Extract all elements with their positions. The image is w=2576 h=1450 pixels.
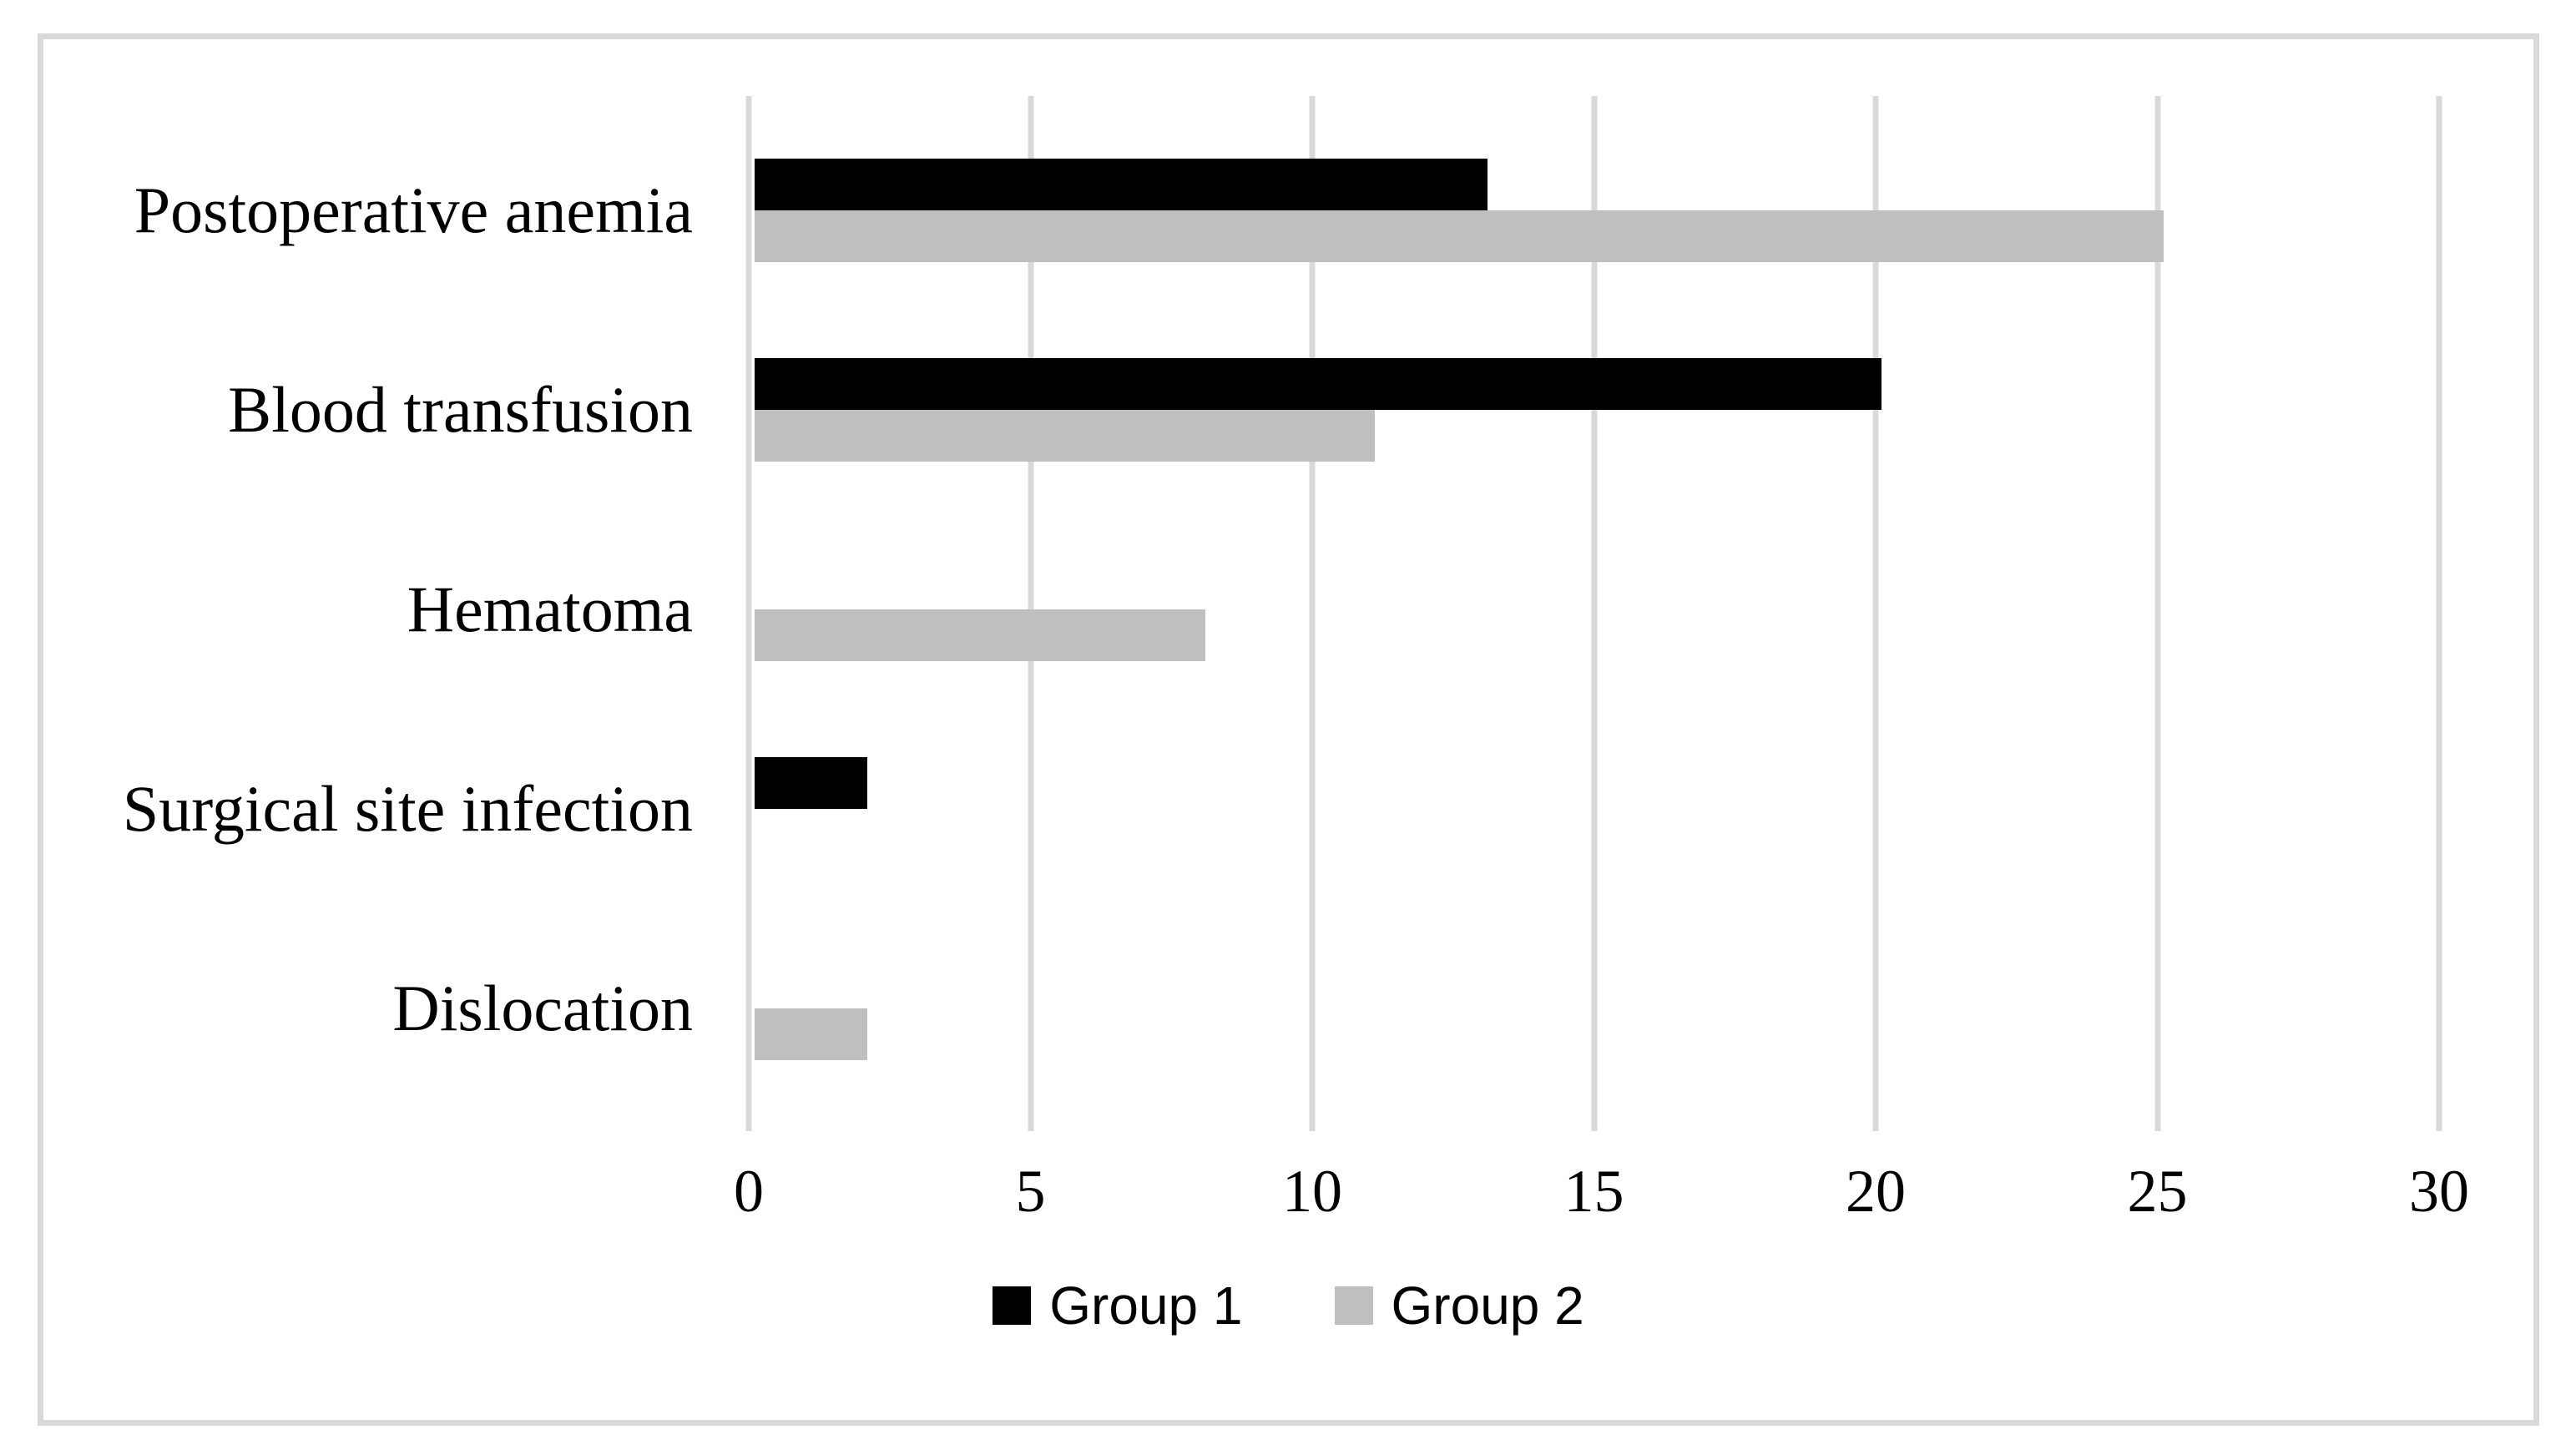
gridline-x-15 (1591, 96, 1597, 1131)
x-axis-tick-label-5: 5 (1015, 1158, 1046, 1225)
bar-group-2-hematoma (755, 609, 1205, 661)
category-label-surgical-site-infection: Surgical site infection (122, 772, 693, 845)
bar-group-2-postoperative-anemia (755, 210, 2164, 262)
plot-area (745, 96, 2442, 1131)
legend-swatch-group-2 (1334, 1286, 1373, 1325)
gridline-x-10 (1309, 96, 1316, 1131)
legend-swatch-group-1 (993, 1286, 1032, 1325)
x-axis-tick-label-30: 30 (2409, 1158, 2469, 1225)
bar-group-1-postoperative-anemia (755, 159, 1488, 210)
category-label-hematoma: Hematoma (407, 573, 693, 645)
category-label-blood-transfusion: Blood transfusion (228, 373, 693, 446)
bar-group-2-blood-transfusion (755, 410, 1375, 462)
category-label-postoperative-anemia: Postoperative anemia (134, 174, 693, 246)
gridline-x-25 (2154, 96, 2160, 1131)
bar-group-1-surgical-site-infection (755, 757, 867, 809)
legend: Group 1 Group 2 (43, 1275, 2533, 1336)
x-axis-tick-label-0: 0 (734, 1158, 764, 1225)
category-label-dislocation: Dislocation (392, 972, 693, 1044)
chart-figure: Postoperative anemia Blood transfusion Hem… (38, 33, 2539, 1426)
bar-group-2-dislocation (755, 1008, 867, 1060)
bar-group-1-blood-transfusion (755, 358, 1881, 410)
x-axis-tick-label-20: 20 (1846, 1158, 1906, 1225)
legend-label-group-1: Group 1 (1049, 1276, 1243, 1336)
legend-label-group-2: Group 2 (1391, 1276, 1584, 1336)
legend-item-group-2: Group 2 (1334, 1275, 1584, 1336)
gridline-x-20 (1872, 96, 1879, 1131)
gridline-x-0 (745, 96, 752, 1131)
x-axis-tick-label-25: 25 (2127, 1158, 2188, 1225)
x-axis-tick-label-10: 10 (1282, 1158, 1342, 1225)
gridline-x-30 (2436, 96, 2442, 1131)
legend-item-group-1: Group 1 (993, 1275, 1243, 1336)
x-axis-tick-label-15: 15 (1563, 1158, 1624, 1225)
